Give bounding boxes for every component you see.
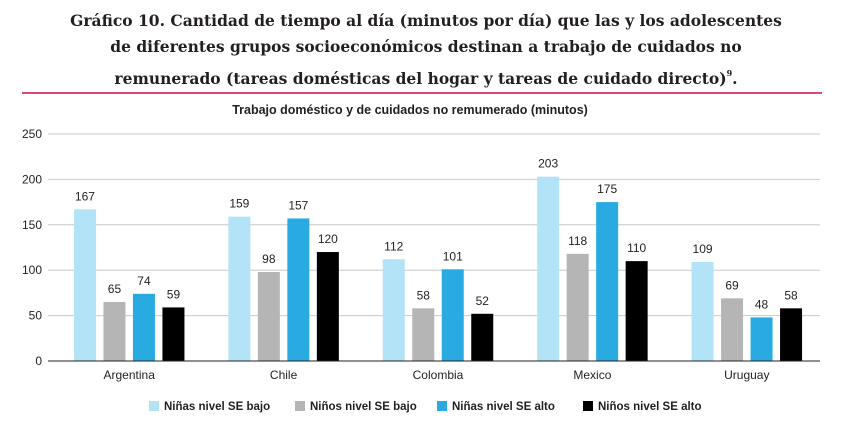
bar-value-label: 157 xyxy=(288,198,308,212)
figure-title-end-punct: . xyxy=(732,69,738,88)
figure-title-line-3: remunerado (tareas domésticas del hogar … xyxy=(0,60,852,92)
legend-label: Niñas nivel SE alto xyxy=(452,401,555,413)
title-divider xyxy=(22,92,822,94)
x-tick-label: Chile xyxy=(270,368,298,382)
bar xyxy=(691,262,714,361)
bar xyxy=(721,298,744,361)
bar xyxy=(132,293,155,361)
bar xyxy=(257,272,280,361)
legend: Niñas nivel SE bajo Niños nivel SE bajo Ni… xyxy=(149,401,702,413)
bar xyxy=(780,308,803,361)
bar xyxy=(471,313,494,361)
bar-value-label: 59 xyxy=(167,287,181,301)
bar xyxy=(566,253,589,361)
bar xyxy=(162,307,185,361)
bar-value-label: 48 xyxy=(755,297,769,311)
bar xyxy=(316,252,339,361)
y-tick-label: 50 xyxy=(29,309,43,323)
bar xyxy=(382,259,405,361)
x-axis: Argentina Chile Colombia Mexico Uruguay xyxy=(48,360,820,382)
bar-value-label: 112 xyxy=(384,239,403,253)
bar-value-label: 58 xyxy=(417,288,431,302)
bars xyxy=(73,176,803,361)
bar-value-label: 65 xyxy=(108,282,122,296)
bar xyxy=(228,216,251,361)
bar-value-label: 109 xyxy=(693,242,713,256)
legend-swatch xyxy=(149,401,159,411)
bar xyxy=(537,176,560,361)
x-tick-label: Colombia xyxy=(413,368,464,382)
y-axis: 0 50 100 150 200 250 xyxy=(22,127,42,368)
footnote-mark: 9 xyxy=(726,68,733,78)
legend-label: Niños nivel SE bajo xyxy=(310,401,417,413)
legend-swatch xyxy=(583,401,593,411)
legend-label: Niños nivel SE alto xyxy=(598,401,702,413)
figure-title-line-1: Gráfico 10. Cantidad de tiempo al día (m… xyxy=(70,11,782,30)
y-tick-label: 200 xyxy=(22,172,42,186)
value-labels: 167 65 74 59 159 98 157 120 112 58 101 52 203 118 175 1… xyxy=(75,157,798,312)
bar-value-label: 74 xyxy=(137,274,151,288)
y-tick-label: 0 xyxy=(35,354,42,368)
bar-value-label: 69 xyxy=(725,278,739,292)
bar-value-label: 52 xyxy=(476,294,490,308)
legend-label: Niñas nivel SE bajo xyxy=(164,401,270,413)
figure-title: Gráfico 10. Cantidad de tiempo al día (m… xyxy=(0,8,852,92)
legend-swatch xyxy=(437,401,447,411)
bar-value-label: 159 xyxy=(229,197,249,211)
bar-value-label: 58 xyxy=(784,288,798,302)
bar-value-label: 203 xyxy=(538,157,558,171)
legend-swatch xyxy=(295,401,305,411)
bar-value-label: 120 xyxy=(318,232,338,246)
bar-value-label: 98 xyxy=(262,252,276,266)
chart-subtitle: Trabajo doméstico y de cuidados no remum… xyxy=(232,103,588,117)
bar xyxy=(750,317,773,361)
bar-value-label: 175 xyxy=(597,182,617,196)
bar xyxy=(287,218,310,361)
y-tick-label: 250 xyxy=(22,127,42,141)
bar-value-label: 110 xyxy=(627,241,646,255)
bar xyxy=(103,301,126,361)
bar-value-label: 167 xyxy=(75,189,95,203)
y-tick-label: 150 xyxy=(22,218,42,232)
bar xyxy=(596,202,619,361)
bar-value-label: 118 xyxy=(568,234,587,248)
bar xyxy=(412,308,435,361)
bar xyxy=(625,261,648,361)
x-tick-label: Argentina xyxy=(104,368,156,382)
x-tick-label: Uruguay xyxy=(724,368,769,382)
bar xyxy=(73,209,96,361)
figure-title-line-3-text: remunerado (tareas domésticas del hogar … xyxy=(114,69,727,88)
bar-value-label: 101 xyxy=(443,249,463,263)
x-tick-label: Mexico xyxy=(573,368,611,382)
bar xyxy=(441,269,464,361)
y-tick-label: 100 xyxy=(22,263,42,277)
figure-title-line-2: de diferentes grupos socioeconómicos des… xyxy=(110,37,742,56)
